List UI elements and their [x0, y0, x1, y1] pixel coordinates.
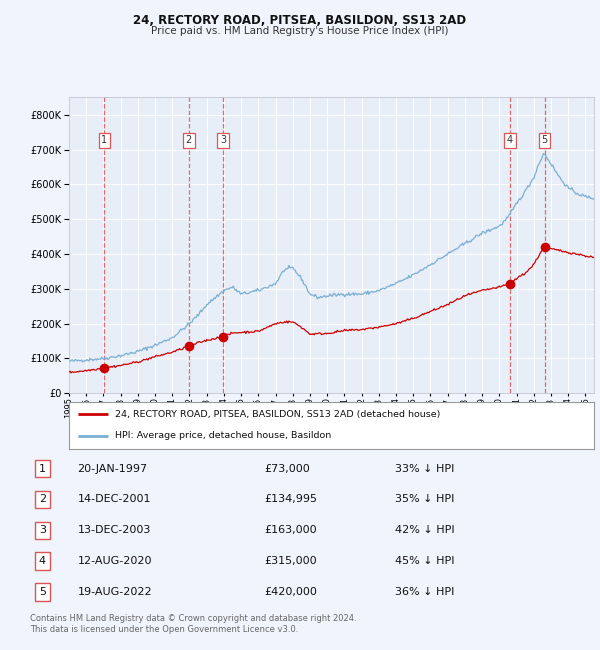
Text: 45% ↓ HPI: 45% ↓ HPI [395, 556, 455, 566]
Text: £163,000: £163,000 [265, 525, 317, 536]
Text: 1: 1 [39, 463, 46, 473]
Text: £420,000: £420,000 [265, 588, 317, 597]
Text: 2: 2 [185, 135, 192, 146]
Text: 42% ↓ HPI: 42% ↓ HPI [395, 525, 455, 536]
Text: £134,995: £134,995 [265, 495, 317, 504]
Text: 4: 4 [39, 556, 46, 566]
Text: 35% ↓ HPI: 35% ↓ HPI [395, 495, 455, 504]
Text: 24, RECTORY ROAD, PITSEA, BASILDON, SS13 2AD (detached house): 24, RECTORY ROAD, PITSEA, BASILDON, SS13… [115, 410, 440, 419]
Text: £315,000: £315,000 [265, 556, 317, 566]
Text: HPI: Average price, detached house, Basildon: HPI: Average price, detached house, Basi… [115, 432, 331, 440]
Text: 36% ↓ HPI: 36% ↓ HPI [395, 588, 455, 597]
Text: 24, RECTORY ROAD, PITSEA, BASILDON, SS13 2AD: 24, RECTORY ROAD, PITSEA, BASILDON, SS13… [133, 14, 467, 27]
Text: 13-DEC-2003: 13-DEC-2003 [77, 525, 151, 536]
Text: 20-JAN-1997: 20-JAN-1997 [77, 463, 148, 473]
Text: 12-AUG-2020: 12-AUG-2020 [77, 556, 152, 566]
Text: 2: 2 [39, 495, 46, 504]
Text: 19-AUG-2022: 19-AUG-2022 [77, 588, 152, 597]
Text: Contains HM Land Registry data © Crown copyright and database right 2024.: Contains HM Land Registry data © Crown c… [30, 614, 356, 623]
Text: 1: 1 [101, 135, 107, 146]
Text: 33% ↓ HPI: 33% ↓ HPI [395, 463, 455, 473]
Text: 5: 5 [541, 135, 548, 146]
Text: Price paid vs. HM Land Registry's House Price Index (HPI): Price paid vs. HM Land Registry's House … [151, 26, 449, 36]
Text: 5: 5 [39, 588, 46, 597]
Text: 14-DEC-2001: 14-DEC-2001 [77, 495, 151, 504]
Text: 3: 3 [220, 135, 226, 146]
Text: £73,000: £73,000 [265, 463, 310, 473]
Text: This data is licensed under the Open Government Licence v3.0.: This data is licensed under the Open Gov… [30, 625, 298, 634]
Text: 3: 3 [39, 525, 46, 536]
Text: 4: 4 [507, 135, 513, 146]
